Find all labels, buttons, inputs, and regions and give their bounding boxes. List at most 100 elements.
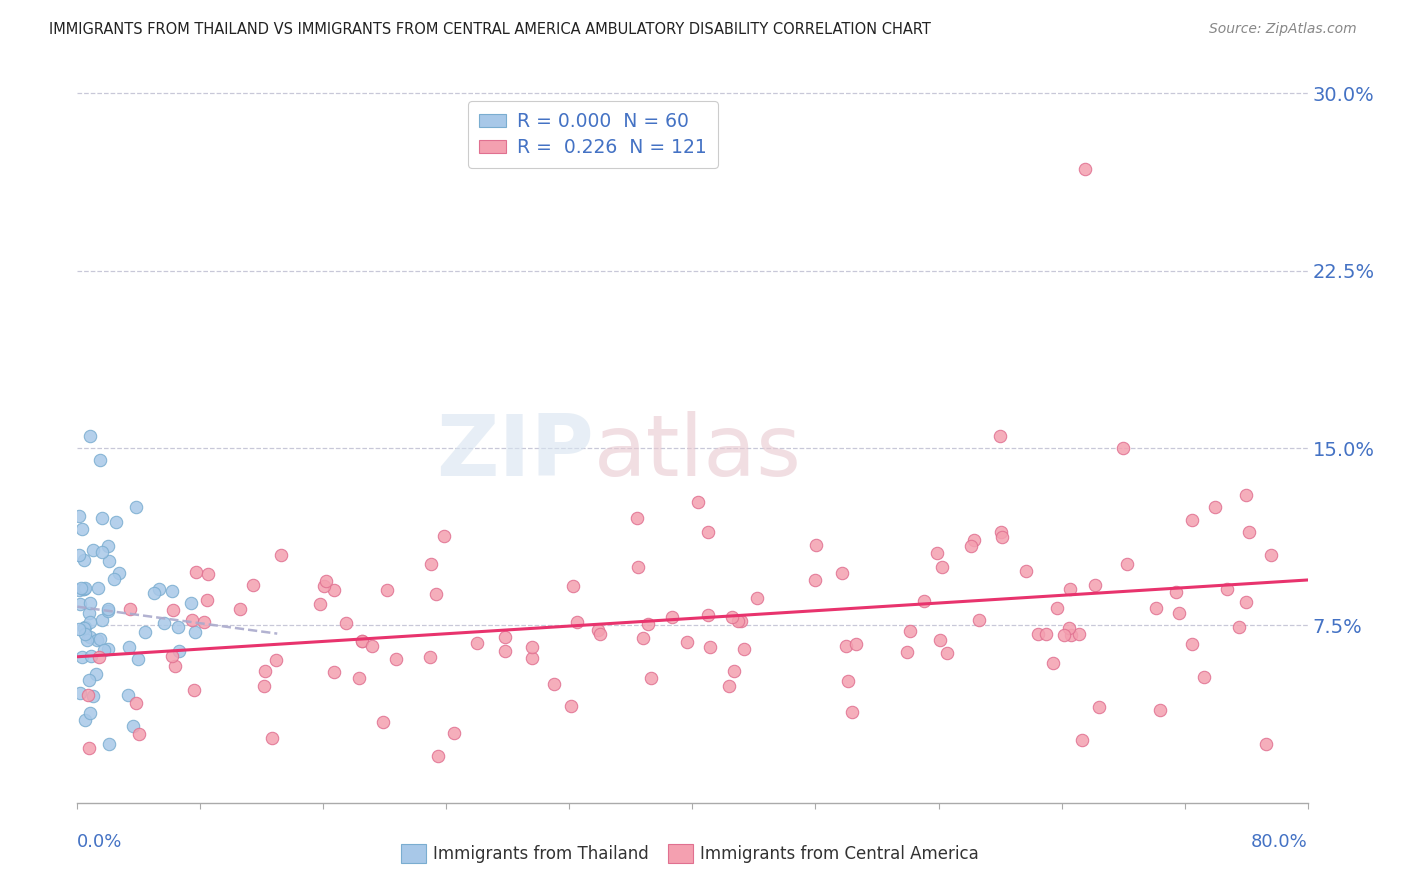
Point — [1059, 621, 1081, 635]
Point — [197, 567, 219, 582]
Point — [254, 664, 277, 678]
Point — [420, 558, 443, 572]
Text: atlas: atlas — [595, 411, 801, 494]
Point — [988, 429, 1011, 443]
Point — [699, 640, 721, 654]
Point — [433, 528, 456, 542]
Point — [427, 748, 450, 763]
Point — [1144, 600, 1167, 615]
Point — [89, 632, 111, 646]
Point — [835, 640, 858, 654]
Point — [79, 649, 101, 664]
Point — [160, 584, 183, 599]
Point — [228, 601, 250, 615]
Point — [118, 640, 141, 654]
Point — [730, 614, 752, 628]
Point — [1181, 637, 1204, 651]
Point — [142, 586, 165, 600]
Point — [543, 677, 565, 691]
Point — [626, 511, 648, 525]
Point — [117, 689, 139, 703]
Point — [127, 651, 149, 665]
Point — [77, 606, 100, 620]
Point — [73, 582, 96, 597]
Point — [73, 581, 96, 595]
Point — [990, 524, 1012, 539]
Point — [1164, 584, 1187, 599]
Text: ZIP: ZIP — [436, 411, 595, 494]
Point — [1112, 441, 1135, 455]
Point — [93, 643, 115, 657]
Point — [69, 685, 91, 699]
Point — [661, 610, 683, 624]
Point — [77, 673, 100, 687]
Point — [912, 594, 935, 608]
Point — [67, 509, 90, 524]
Point — [560, 699, 582, 714]
Text: 80.0%: 80.0% — [1251, 832, 1308, 851]
Point — [82, 690, 104, 704]
Point — [125, 696, 148, 710]
Point — [1192, 670, 1215, 684]
Point — [935, 646, 957, 660]
Point — [70, 649, 93, 664]
Point — [260, 731, 283, 745]
Point — [77, 689, 100, 703]
Point — [371, 715, 394, 730]
Point — [315, 574, 337, 589]
Point — [264, 652, 287, 666]
Point — [105, 515, 128, 529]
Point — [1053, 627, 1076, 641]
Point — [443, 726, 465, 740]
Point — [72, 553, 94, 567]
Point — [804, 574, 827, 588]
Point — [697, 525, 720, 540]
Point — [686, 495, 709, 509]
Point — [167, 644, 190, 658]
Point — [186, 565, 208, 579]
Point — [565, 615, 588, 630]
Point — [586, 623, 609, 637]
Point — [1073, 162, 1095, 177]
Point — [82, 542, 104, 557]
Point — [128, 727, 150, 741]
Point — [86, 667, 108, 681]
Point — [1046, 601, 1069, 615]
Point — [98, 737, 121, 751]
Point — [419, 650, 441, 665]
Point — [89, 650, 111, 665]
Point — [1026, 627, 1049, 641]
Point — [148, 582, 170, 597]
Point — [465, 635, 488, 649]
Point — [97, 604, 120, 618]
Point — [637, 617, 659, 632]
Point — [640, 671, 662, 685]
Point — [91, 544, 114, 558]
Point — [494, 644, 516, 658]
Point — [1215, 582, 1237, 596]
Point — [361, 639, 384, 653]
Point — [79, 429, 101, 443]
Text: Immigrants from Thailand: Immigrants from Thailand — [433, 845, 648, 863]
Point — [745, 591, 768, 605]
Point — [181, 613, 204, 627]
Point — [162, 603, 184, 617]
Point — [79, 615, 101, 629]
Point — [1204, 500, 1226, 515]
Point — [167, 619, 190, 633]
Point — [1084, 578, 1107, 592]
Point — [323, 583, 346, 598]
Point — [900, 624, 922, 639]
Point — [931, 560, 953, 574]
Point — [242, 578, 264, 592]
Point — [520, 650, 543, 665]
Point — [631, 631, 654, 645]
Point — [1042, 656, 1064, 670]
Point — [103, 572, 125, 586]
Point — [195, 593, 218, 607]
Point — [375, 583, 398, 598]
Point — [72, 582, 94, 596]
Point — [193, 615, 215, 629]
Point — [1071, 733, 1094, 747]
Point — [75, 620, 97, 634]
